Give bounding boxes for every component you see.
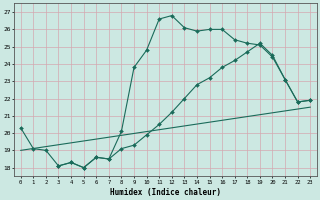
X-axis label: Humidex (Indice chaleur): Humidex (Indice chaleur) [110, 188, 221, 197]
